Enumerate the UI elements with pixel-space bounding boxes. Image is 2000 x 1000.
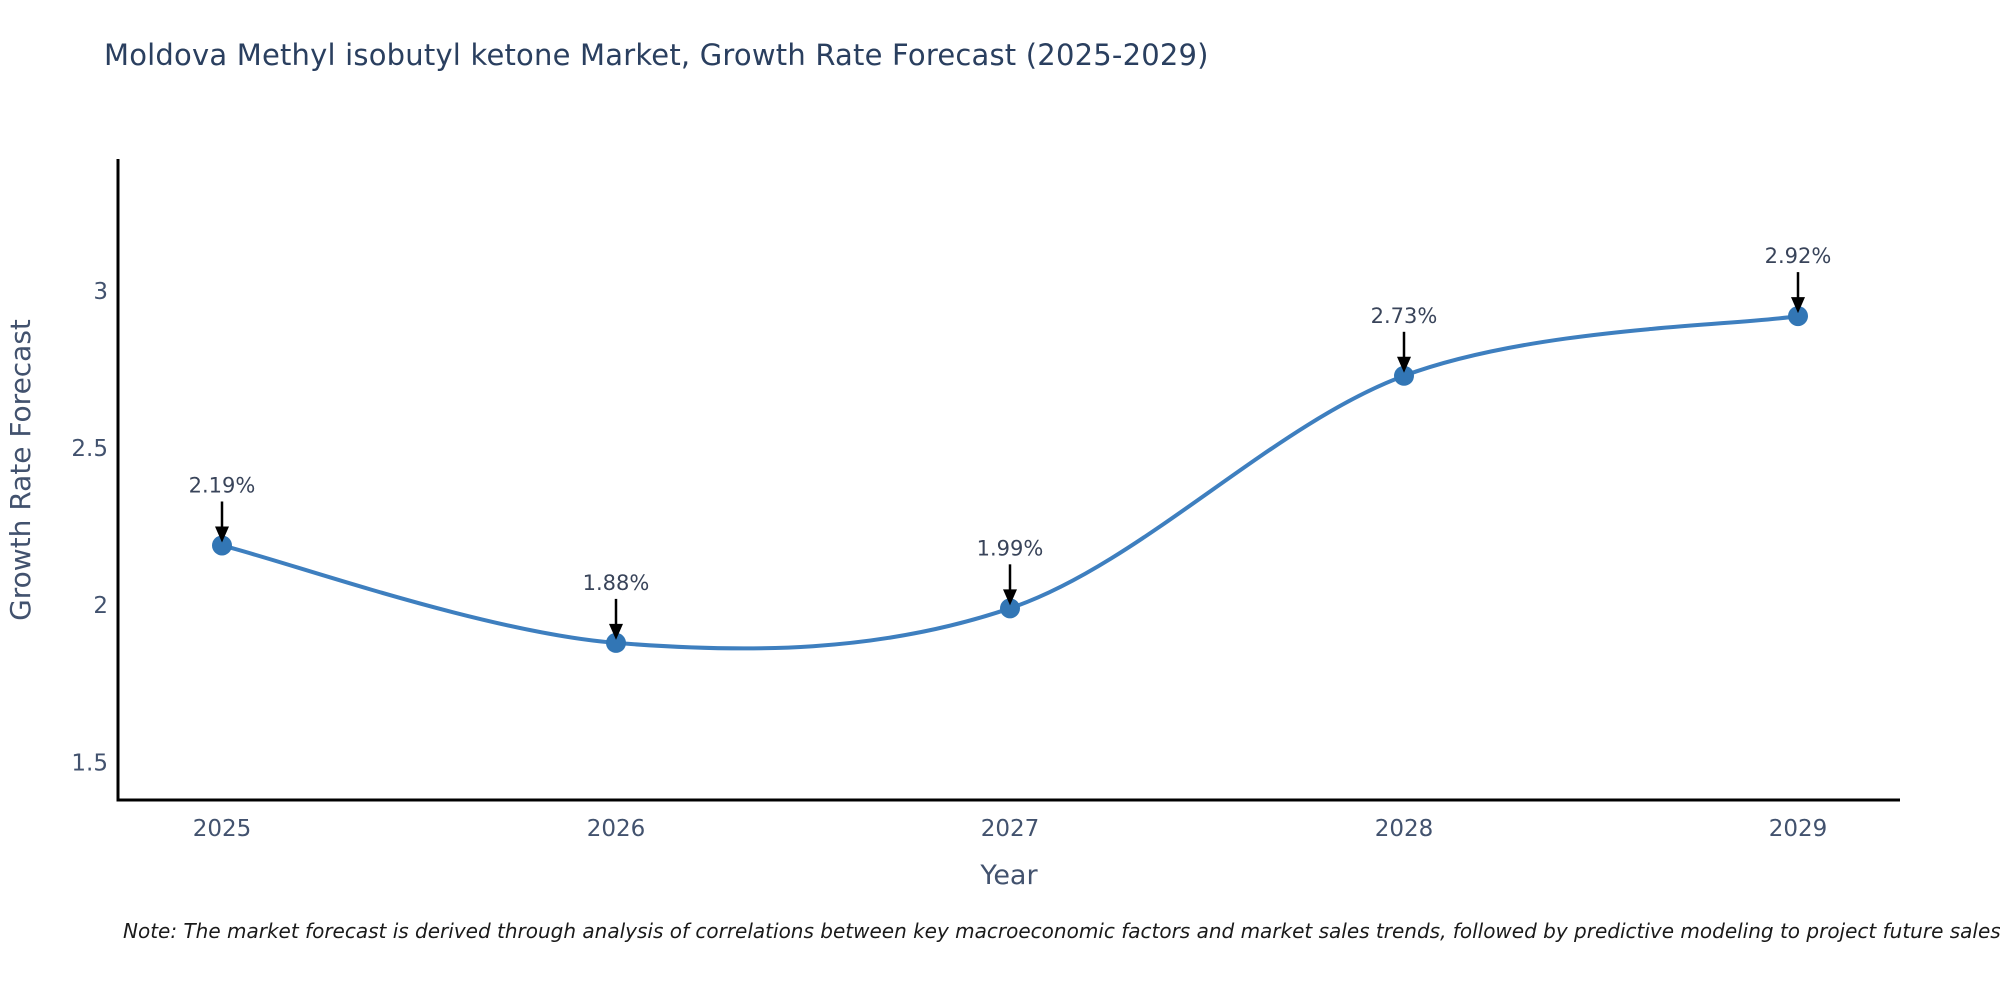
annotation-arrow-head <box>215 526 229 543</box>
point-label: 2.73% <box>1371 304 1438 328</box>
data-point-marker <box>1394 365 1414 386</box>
y-tick-label: 2.5 <box>71 436 108 462</box>
chart-title: Moldova Methyl isobutyl ketone Market, G… <box>104 38 1209 72</box>
y-tick-label: 3 <box>93 279 108 305</box>
footnote: Note: The market forecast is derived thr… <box>123 919 2000 943</box>
annotation-arrow-head <box>609 623 623 640</box>
y-axis-title: Growth Rate Forecast <box>4 319 37 621</box>
x-axis-title: Year <box>979 860 1038 891</box>
annotation-arrow-head <box>1003 589 1017 606</box>
x-tick-label: 2026 <box>587 816 646 842</box>
y-tick-label: 2 <box>93 593 108 619</box>
data-point-marker <box>606 632 626 653</box>
x-tick-label: 2027 <box>981 816 1040 842</box>
annotation-arrow-head <box>1397 356 1411 373</box>
annotation-arrow-head <box>1791 297 1805 314</box>
x-tick-label: 2025 <box>193 816 252 842</box>
point-label: 1.88% <box>583 571 650 595</box>
data-point-marker <box>1788 306 1808 327</box>
point-label: 2.19% <box>189 473 256 497</box>
y-tick-label: 1.5 <box>71 750 108 776</box>
x-tick-label: 2029 <box>1769 816 1828 842</box>
point-label: 1.99% <box>977 536 1044 560</box>
data-point-marker <box>1000 598 1020 619</box>
data-point-marker <box>212 535 232 556</box>
x-tick-label: 2028 <box>1375 816 1434 842</box>
point-label: 2.92% <box>1765 244 1832 268</box>
